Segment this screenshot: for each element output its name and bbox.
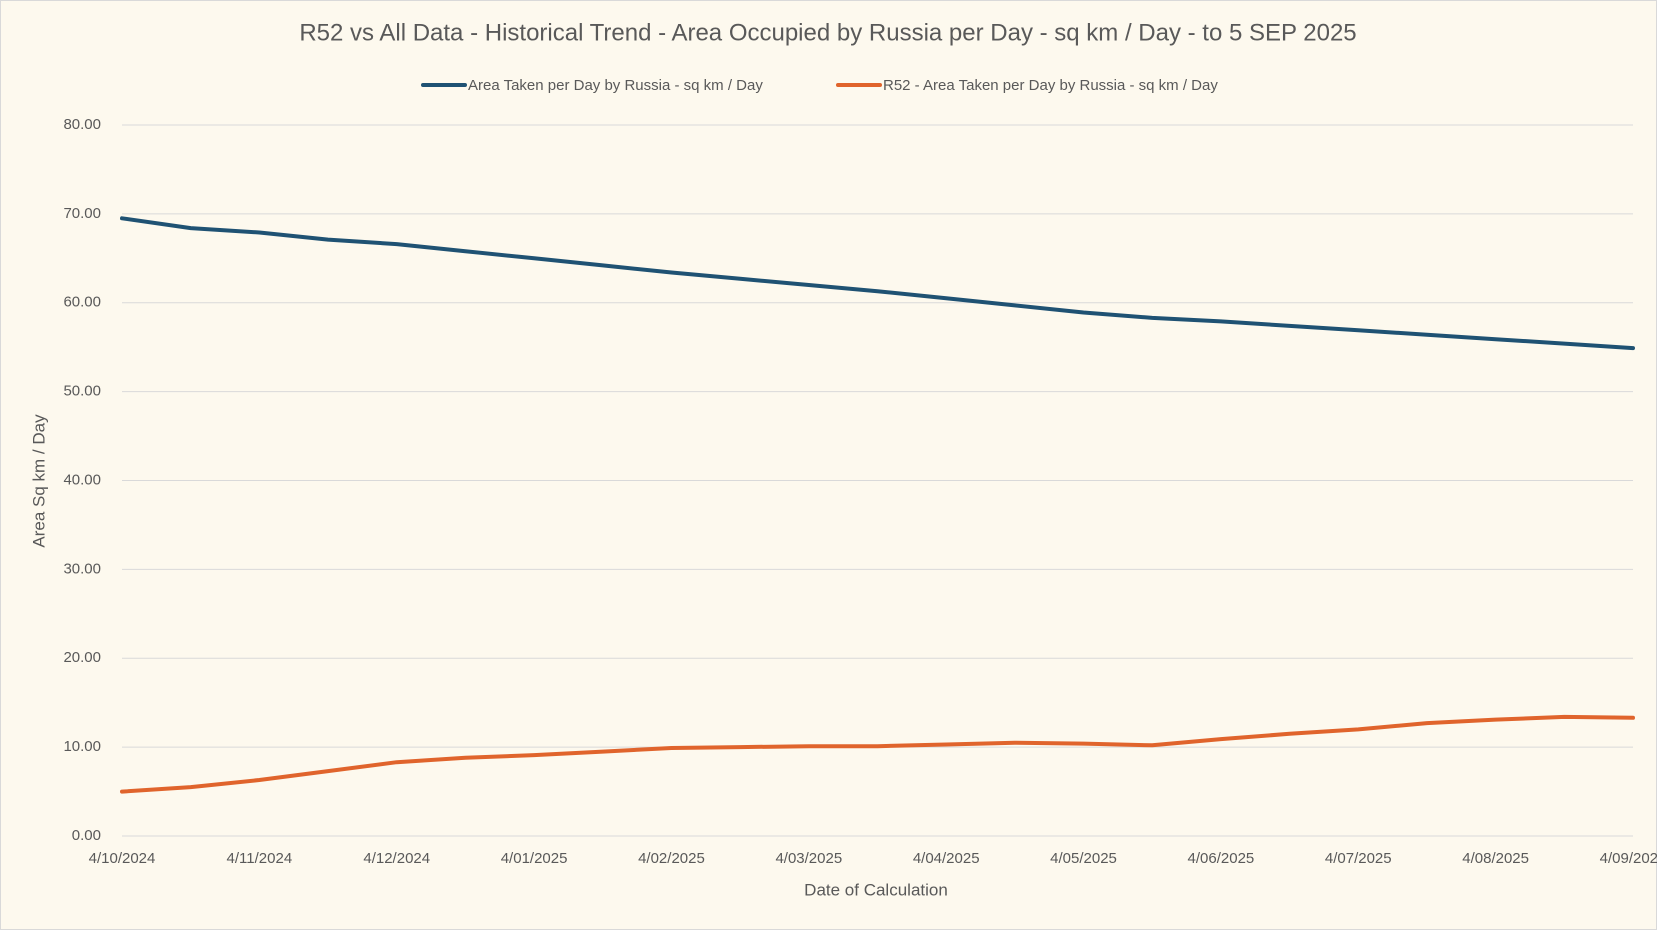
x-tick-label: 4/07/2025: [1325, 850, 1392, 867]
y-tick-label: 80.00: [63, 116, 101, 133]
series-line: [120, 216, 1635, 351]
series-line: [120, 714, 1635, 794]
y-tick-label: 0.00: [72, 827, 101, 844]
chart-title: R52 vs All Data - Historical Trend - Are…: [299, 19, 1356, 46]
x-tick-label: 4/10/2024: [89, 850, 156, 867]
y-tick-label: 20.00: [63, 649, 101, 666]
x-tick-label: 4/06/2025: [1188, 850, 1255, 867]
x-tick-label: 4/08/2025: [1462, 850, 1529, 867]
x-tick-label: 4/05/2025: [1050, 850, 1117, 867]
y-tick-label: 40.00: [63, 471, 101, 488]
y-axis-title: Area Sq km / Day: [29, 414, 48, 548]
x-tick-label: 4/04/2025: [913, 850, 980, 867]
x-tick-label: 4/03/2025: [775, 850, 842, 867]
x-tick-label: 4/11/2024: [227, 850, 293, 867]
y-tick-label: 50.00: [63, 383, 101, 400]
x-tick-label: 4/02/2025: [638, 850, 705, 867]
y-tick-label: 30.00: [63, 560, 101, 577]
x-tick-label: 4/12/2024: [363, 850, 430, 867]
x-tick-label: 4/09/2025: [1600, 850, 1657, 867]
legend-label: Area Taken per Day by Russia - sq km / D…: [468, 77, 763, 94]
y-tick-label: 60.00: [63, 294, 101, 311]
x-tick-label: 4/01/2025: [501, 850, 568, 867]
legend-label: R52 - Area Taken per Day by Russia - sq …: [883, 77, 1218, 94]
x-axis-title: Date of Calculation: [804, 880, 948, 899]
y-tick-label: 70.00: [63, 205, 101, 222]
y-tick-label: 10.00: [63, 738, 101, 755]
